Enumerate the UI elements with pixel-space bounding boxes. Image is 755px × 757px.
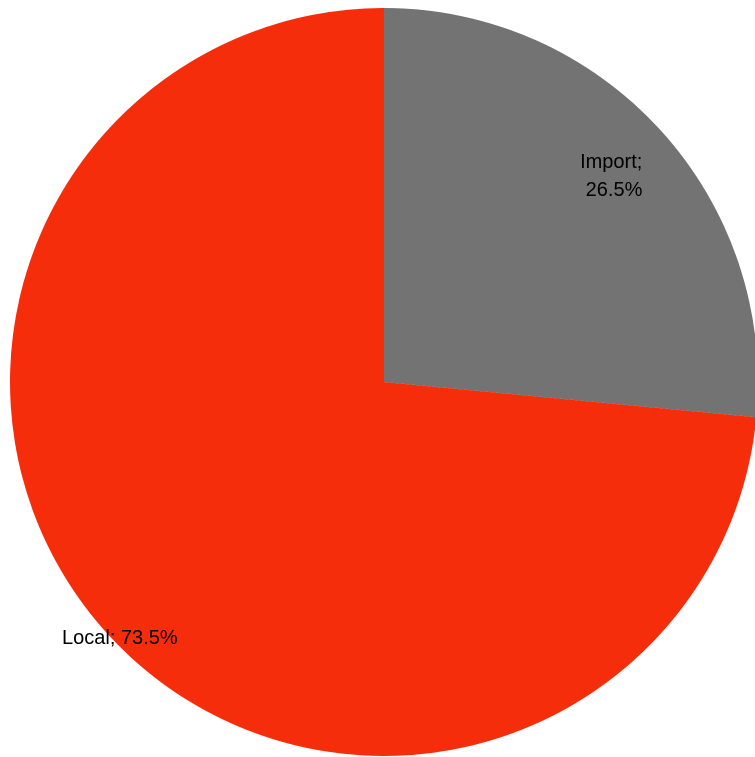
import-label-category: Import;: [580, 151, 642, 173]
local-label: Local; 73.5%: [62, 627, 178, 649]
pie-slice-import: [384, 8, 755, 418]
import-label-percent: 26.5%: [586, 179, 643, 201]
pie-slices: [10, 8, 755, 756]
import-label: Import; 26.5%: [580, 151, 648, 201]
pie-labels: Import; 26.5% Local; 73.5%: [62, 151, 648, 649]
pie-slice-local: [10, 8, 755, 756]
